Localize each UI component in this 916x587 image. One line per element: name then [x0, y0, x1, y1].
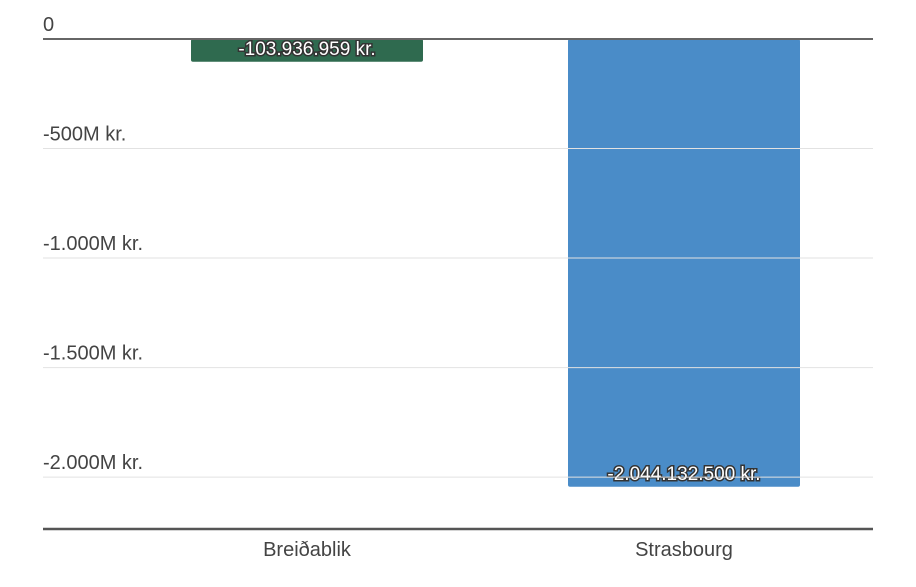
- x-tick-label: Strasbourg: [635, 539, 733, 561]
- y-tick-label: -2.000M kr.: [43, 452, 143, 474]
- y-tick-label: -1.500M kr.: [43, 343, 143, 365]
- value-label: -103.936.959 kr.: [238, 39, 375, 60]
- bar: [568, 39, 800, 487]
- value-label: -2.044.132.500 kr.: [607, 464, 760, 485]
- y-tick-label: 0: [43, 14, 54, 36]
- bar: [191, 39, 423, 62]
- y-tick-label: -1.000M kr.: [43, 233, 143, 255]
- y-tick-label: -500M kr.: [43, 124, 126, 146]
- x-tick-label: Breiðablik: [263, 539, 352, 561]
